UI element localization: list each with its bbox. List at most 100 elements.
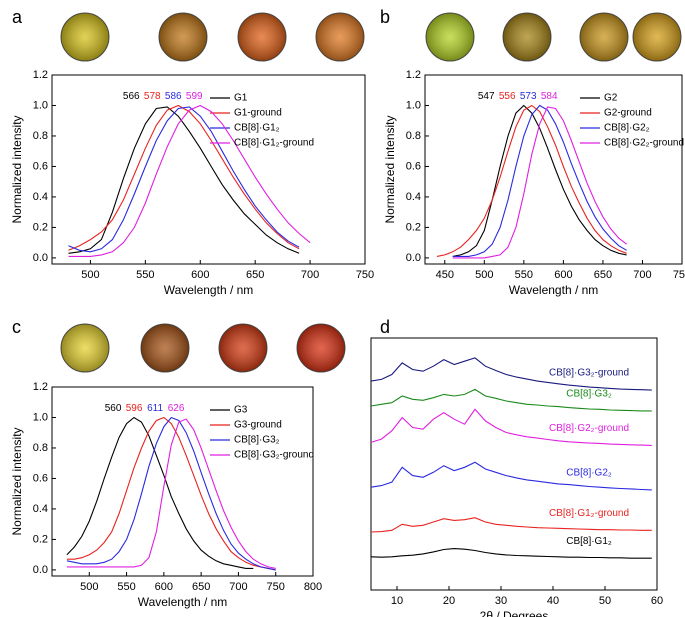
spectrum-line [68, 106, 300, 253]
spectrum-line [66, 418, 276, 569]
x-tick-label: 650 [246, 269, 264, 281]
y-tick-label: 1.2 [33, 381, 48, 393]
y-tick-label: 0.8 [33, 130, 48, 142]
y-tick-label: 0.4 [406, 191, 421, 203]
peak-label: 578 [144, 91, 161, 102]
spectrum-line [370, 517, 652, 533]
peak-label: 556 [499, 91, 516, 102]
y-tick-label: 0.8 [406, 130, 421, 142]
x-tick-label: 750 [356, 269, 374, 281]
peak-label: 566 [123, 91, 140, 102]
peak-label: 626 [168, 403, 185, 414]
peak-label: 560 [105, 403, 122, 414]
plot-frame [51, 386, 314, 577]
x-tick-label: 500 [475, 269, 493, 281]
y-axis-label: Normalized intensity [10, 115, 24, 223]
spectrum-line [66, 416, 276, 571]
peak-label: 599 [186, 91, 203, 102]
spectrum-line [370, 461, 652, 491]
legend-label: CB[8]·G3₂-ground [234, 450, 314, 461]
y-tick-label: 1.0 [33, 411, 48, 423]
x-tick-label: 500 [81, 269, 99, 281]
spectrum-line [452, 106, 627, 259]
panel-label: c [12, 317, 21, 337]
series-label: CB[8]·G1₂ [566, 536, 612, 547]
photo-shading [61, 13, 681, 372]
series-label: CB[8]·G3₂ [566, 389, 612, 400]
panel-label: a [12, 7, 23, 27]
y-tick-label: 0.0 [33, 252, 48, 264]
y-tick-label: 0.4 [33, 191, 48, 203]
x-tick-label: 550 [515, 269, 533, 281]
spectrum-line [66, 416, 276, 571]
legend-label: CB[8]·G2₂ [604, 123, 650, 134]
peak-label: 547 [478, 91, 495, 102]
x-tick-label: 20 [443, 595, 455, 607]
y-tick-label: 0.6 [33, 160, 48, 172]
x-tick-label: 550 [136, 269, 154, 281]
x-tick-label: 50 [599, 595, 611, 607]
legend-label: G1 [234, 93, 248, 104]
plot-frame [370, 337, 658, 591]
x-tick-label: 600 [191, 269, 209, 281]
y-tick-label: 0.0 [33, 564, 48, 576]
spectrum-line [66, 416, 254, 569]
peak-label: 584 [541, 91, 558, 102]
y-tick-label: 0.6 [406, 160, 421, 172]
x-tick-label: 60 [651, 595, 663, 607]
y-tick-label: 1.0 [33, 99, 48, 111]
y-tick-label: 1.0 [406, 99, 421, 111]
x-tick-label: 750 [267, 581, 285, 593]
x-axis-label: 2θ / Degrees [480, 609, 549, 617]
plot-frame [51, 74, 366, 265]
y-axis-label: Normalized intensity [10, 427, 24, 535]
x-axis-label: Wavelength / nm [509, 283, 599, 297]
y-tick-label: 0.6 [33, 472, 48, 484]
x-tick-label: 700 [301, 269, 319, 281]
series-label: CB[8]·G2₂ [566, 468, 612, 479]
panel-label: d [380, 317, 390, 337]
x-axis-label: Wavelength / nm [138, 595, 228, 609]
y-tick-label: 0.2 [406, 221, 421, 233]
x-tick-label: 600 [155, 581, 173, 593]
x-tick-label: 30 [495, 595, 507, 607]
y-tick-label: 1.2 [33, 69, 48, 81]
x-tick-label: 40 [547, 595, 559, 607]
y-tick-label: 0.4 [33, 503, 48, 515]
spectrum-line [68, 104, 311, 257]
y-tick-label: 1.2 [406, 69, 421, 81]
legend-label: G2-ground [604, 108, 652, 119]
x-tick-label: 700 [633, 269, 651, 281]
peak-label: 611 [147, 403, 163, 414]
peak-label: 586 [165, 91, 182, 102]
spectrum-line [370, 408, 652, 446]
series-label: CB[8]·G2₂-ground [549, 423, 629, 434]
legend-label: CB[8]·G2₂-ground [604, 138, 684, 149]
spectrum-line [68, 104, 300, 251]
x-tick-label: 10 [391, 595, 403, 607]
legend-label: G3-ground [234, 420, 282, 431]
x-axis-label: Wavelength / nm [164, 283, 254, 297]
x-tick-label: 450 [436, 269, 454, 281]
x-tick-label: 500 [80, 581, 98, 593]
y-tick-label: 0.2 [33, 533, 48, 545]
spectrum-line [436, 104, 627, 257]
spectrum-line [452, 104, 627, 257]
legend-label: CB[8]·G1₂-ground [234, 138, 314, 149]
spectrum-line [452, 104, 627, 257]
x-tick-label: 800 [304, 581, 322, 593]
y-tick-label: 0.8 [33, 442, 48, 454]
spectrum-line [370, 548, 652, 559]
series-label: CB[8]·G3₂-ground [549, 368, 629, 379]
y-axis-label: Normalized intensity [383, 115, 397, 223]
x-tick-label: 700 [229, 581, 247, 593]
peak-label: 573 [520, 91, 537, 102]
spectrum-line [370, 388, 652, 412]
x-tick-label: 550 [117, 581, 135, 593]
legend-label: G3 [234, 405, 248, 416]
legend-label: CB[8]·G1₂ [234, 123, 280, 134]
legend-label: CB[8]·G3₂ [234, 435, 280, 446]
y-tick-label: 0.2 [33, 221, 48, 233]
x-tick-label: 650 [594, 269, 612, 281]
x-tick-label: 600 [554, 269, 572, 281]
